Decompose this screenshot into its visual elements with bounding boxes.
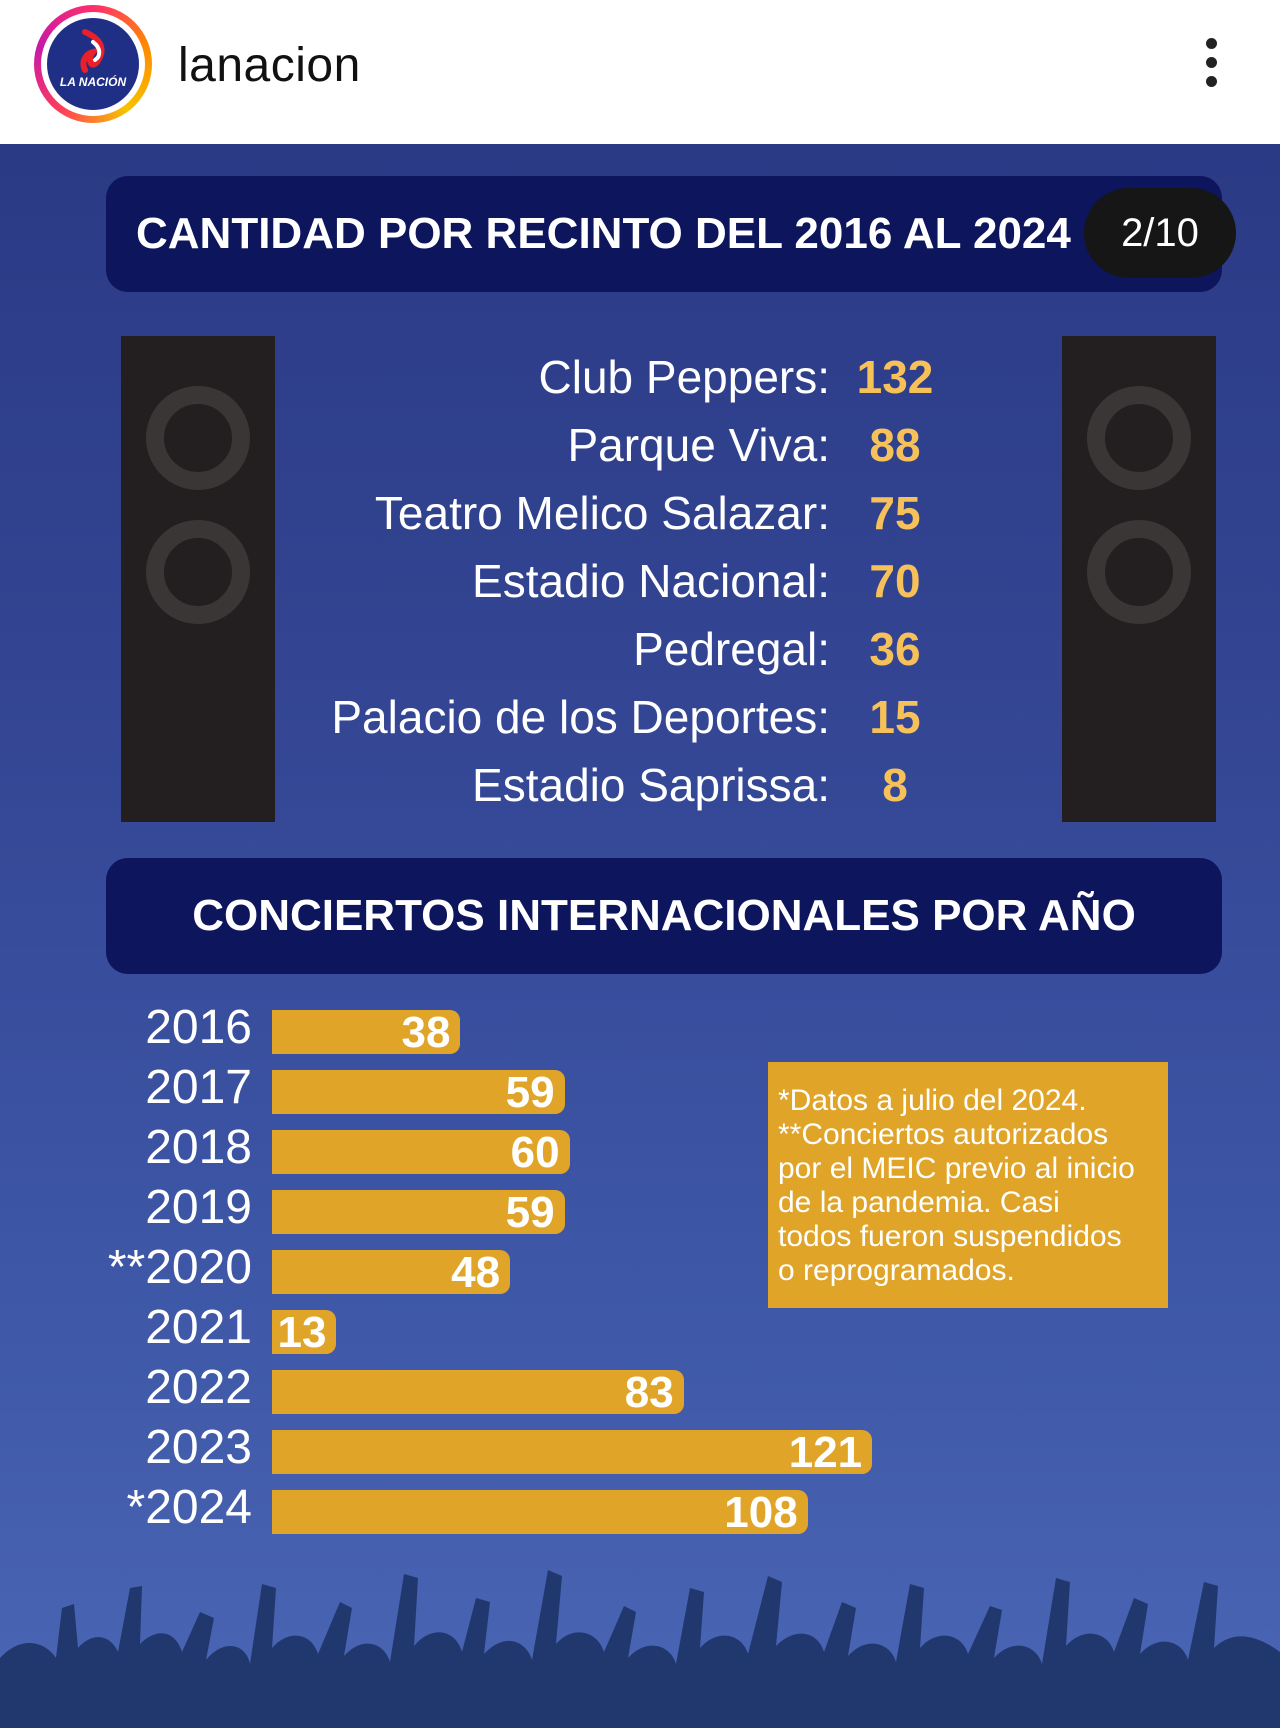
venue-count: 8: [882, 759, 908, 811]
venue-count: 75: [869, 487, 921, 539]
bar-value-label: 59: [505, 1068, 555, 1117]
more-options-icon[interactable]: [1196, 34, 1226, 92]
speaker-cone: [1087, 386, 1191, 490]
venue-name: Teatro Melico Salazar:: [374, 487, 830, 539]
year-label: 2016: [145, 1001, 252, 1054]
more-options-dot: [1206, 76, 1217, 87]
venue-name: Palacio de los Deportes:: [331, 691, 830, 743]
footnote-line: todos fueron suspendidos: [778, 1220, 1122, 1253]
year-label: **2020: [107, 1241, 252, 1294]
year-label: 2021: [145, 1301, 252, 1354]
venue-count: 70: [869, 555, 921, 607]
year-label: *2024: [126, 1481, 252, 1534]
bar: 59: [272, 1188, 565, 1237]
crowd-silhouette: [0, 1570, 1280, 1728]
venue-section-title: CANTIDAD POR RECINTO DEL 2016 AL 2024: [106, 176, 1222, 292]
speaker-cone: [1087, 520, 1191, 624]
avatar-frame: LA NACIÓN: [41, 12, 145, 116]
account-avatar[interactable]: LA NACIÓN: [34, 5, 152, 123]
right-speaker: [1062, 336, 1216, 822]
bar-value-label: 108: [724, 1488, 798, 1537]
bar: 38: [272, 1008, 461, 1057]
bar: 121: [272, 1428, 873, 1477]
venue-name: Club Peppers:: [538, 351, 831, 403]
venue-count: 88: [869, 419, 921, 471]
footnote-line: **Conciertos autorizados: [778, 1118, 1109, 1151]
bar: 48: [272, 1248, 511, 1297]
logo-flame-icon: LA NACIÓN: [60, 29, 127, 89]
venue-row: Pedregal: 36: [200, 622, 1100, 690]
year-label: 2023: [145, 1421, 252, 1474]
venue-count: 15: [869, 691, 921, 743]
bar: 13: [272, 1308, 337, 1357]
bar-value-label: 13: [277, 1308, 327, 1357]
footnote-line: o reprogramados.: [778, 1254, 1015, 1287]
bar-value-label: 48: [451, 1248, 501, 1297]
page-indicator: 2/10: [1084, 188, 1236, 278]
la-nacion-logo: LA NACIÓN: [47, 18, 139, 110]
venue-row: Parque Viva: 88: [200, 418, 1100, 486]
bar-value-label: 60: [510, 1128, 560, 1177]
year-label: 2018: [145, 1121, 252, 1174]
left-speaker: [121, 336, 275, 822]
year-label: 2022: [145, 1361, 252, 1414]
logo-text: LA NACIÓN: [60, 74, 127, 89]
footnote-line: por el MEIC previo al inicio: [778, 1152, 1135, 1185]
bar: 60: [272, 1128, 570, 1177]
bar-value-label: 121: [788, 1428, 863, 1477]
venue-name: Pedregal:: [633, 623, 830, 675]
more-options-dot: [1206, 38, 1217, 49]
bar-value-label: 38: [401, 1008, 451, 1057]
infographic: CANTIDAD POR RECINTO DEL 2016 AL 2024 2/…: [0, 144, 1280, 1728]
bar-value-label: 83: [624, 1368, 674, 1417]
account-name[interactable]: lanacion: [178, 39, 361, 92]
yearly-section-title: CONCIERTOS INTERNACIONALES POR AÑO: [106, 858, 1222, 974]
venue-name: Estadio Saprissa:: [472, 759, 830, 811]
bar: 59: [272, 1068, 565, 1117]
venue-count: 132: [856, 351, 934, 403]
bar: 108: [272, 1488, 808, 1537]
venue-count: 36: [869, 623, 921, 675]
year-label: 2017: [145, 1061, 252, 1114]
venue-row: Estadio Saprissa: 8: [200, 758, 1100, 826]
more-options-dot: [1206, 57, 1217, 68]
footnote-line: de la pandemia. Casi: [778, 1186, 1060, 1219]
year-label: 2019: [145, 1181, 252, 1234]
venue-row: Club Peppers: 132: [200, 350, 1100, 418]
venue-row: Teatro Melico Salazar: 75: [200, 486, 1100, 554]
footnote-box: *Datos a julio del 2024. **Conciertos au…: [768, 1062, 1168, 1308]
venue-name: Parque Viva:: [567, 419, 830, 471]
footnote-line: *Datos a julio del 2024.: [778, 1084, 1087, 1117]
venue-row: Palacio de los Deportes: 15: [200, 690, 1100, 758]
venue-name: Estadio Nacional:: [472, 555, 830, 607]
venue-row: Estadio Nacional: 70: [200, 554, 1100, 622]
bar-value-label: 59: [505, 1188, 555, 1237]
post-header: LA NACIÓN lanacion: [0, 0, 1280, 144]
bar: 83: [272, 1368, 684, 1417]
